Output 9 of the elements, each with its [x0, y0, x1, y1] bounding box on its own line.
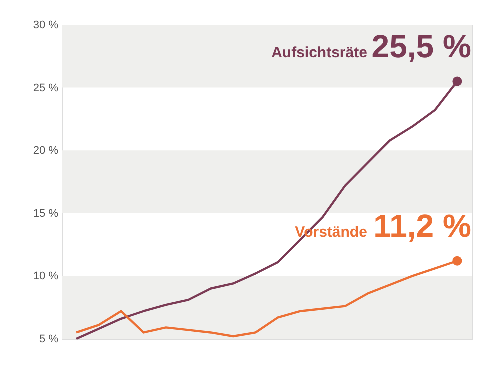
y-tick-label: 25 % — [33, 82, 59, 94]
data-label: 25,5 % — [372, 28, 472, 65]
y-tick-label: 5 % — [40, 334, 59, 346]
y-tick-label: 15 % — [33, 208, 59, 220]
y-tick-label: 20 % — [33, 145, 59, 158]
text: Aufsichtsräte — [272, 44, 368, 62]
y-tick-label: 30 % — [33, 20, 59, 32]
data-label: 11,2 % — [374, 208, 472, 244]
y-tick-label: 10 % — [33, 270, 59, 283]
